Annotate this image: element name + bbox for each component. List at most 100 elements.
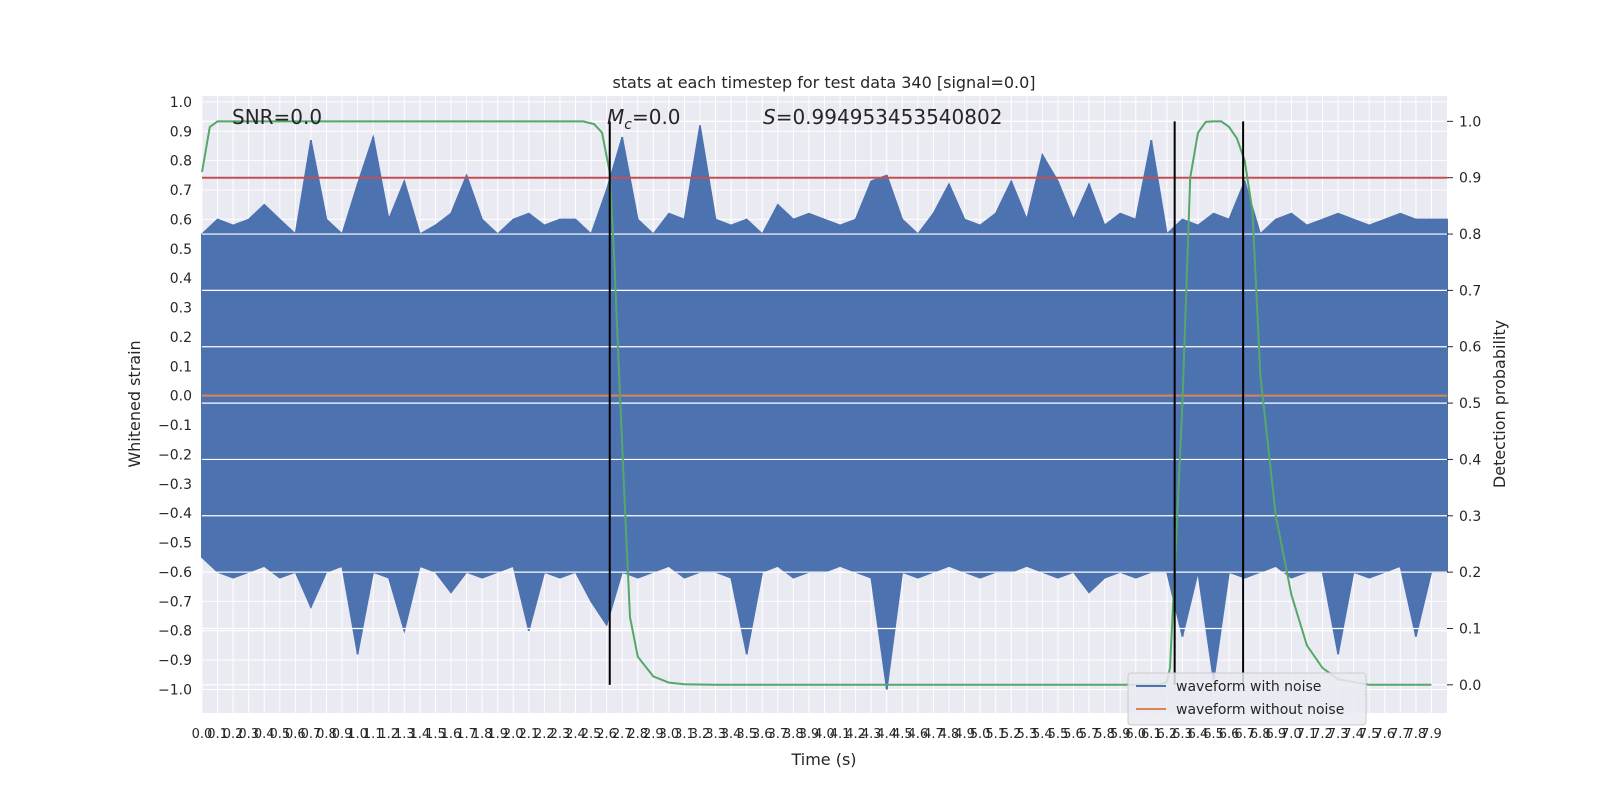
x-tick-56: 5.6 <box>1063 727 1084 742</box>
x-tick-21: 2.1 <box>518 727 539 742</box>
annotation-s: S=0.994953453540802 <box>763 105 1002 129</box>
y-ticks-right: 1.0 0.9 0.8 0.7 0.6 0.5 0.4 0.3 0.2 0.1 0.0 <box>1447 114 1481 694</box>
x-tick-25: 2.5 <box>581 727 602 742</box>
x-tick-67: 6.7 <box>1234 727 1255 742</box>
x-tick-14: 1.4 <box>410 727 431 742</box>
x-tick-11: 1.1 <box>363 727 384 742</box>
x-tick-59: 5.9 <box>1110 727 1131 742</box>
y-tick-left-5: 0.5 <box>170 242 192 258</box>
legend-box <box>1127 672 1367 726</box>
y-tick-left-15: −0.5 <box>158 536 192 552</box>
annotation-mc-symbol: M <box>607 105 624 129</box>
x-tick-8: 0.8 <box>316 727 337 742</box>
legend-label-clean: waveform without noise <box>1176 702 1344 718</box>
x-tick-26: 2.6 <box>596 727 617 742</box>
x-tick-32: 3.2 <box>690 727 711 742</box>
annotation-snr: SNR=0.0 <box>232 105 322 129</box>
y-tick-left-17: −0.7 <box>158 594 192 610</box>
y-tick-right-0: 1.0 <box>1459 114 1481 130</box>
x-tick-76: 7.6 <box>1374 727 1395 742</box>
legend-label-noise: waveform with noise <box>1176 679 1321 695</box>
x-tick-28: 2.8 <box>627 727 648 742</box>
y-tick-left-2: 0.8 <box>170 154 192 170</box>
y-tick-left-8: 0.2 <box>170 330 192 346</box>
y-tick-left-3: 0.7 <box>170 183 192 199</box>
x-tick-10: 1.0 <box>347 727 368 742</box>
x-tick-62: 6.2 <box>1157 727 1178 742</box>
x-tick-7: 0.7 <box>301 727 322 742</box>
x-tick-30: 3.0 <box>659 727 680 742</box>
x-tick-65: 6.5 <box>1203 727 1224 742</box>
right-axis-grid <box>202 120 1447 686</box>
x-tick-75: 7.5 <box>1359 727 1380 742</box>
y-tick-left-20: −1.0 <box>158 682 192 698</box>
x-tick-50: 5.0 <box>970 727 991 742</box>
x-tick-58: 5.8 <box>1094 727 1115 742</box>
x-axis-label: Time (s) <box>790 750 856 769</box>
y-tick-left-16: −0.6 <box>158 565 192 581</box>
x-tick-17: 1.7 <box>456 727 477 742</box>
x-tick-55: 5.5 <box>1048 727 1069 742</box>
x-tick-20: 2.0 <box>503 727 524 742</box>
x-tick-13: 1.3 <box>394 727 415 742</box>
x-tick-46: 4.6 <box>908 727 929 742</box>
y-tick-right-9: 0.1 <box>1459 621 1481 637</box>
vertical-markers <box>608 121 1245 685</box>
x-tick-57: 5.7 <box>1079 727 1100 742</box>
x-tick-22: 2.2 <box>534 727 555 742</box>
x-tick-15: 1.5 <box>425 727 446 742</box>
series-detection-probability <box>201 120 1432 686</box>
y-tick-left-11: −0.1 <box>158 418 192 434</box>
legend: waveform with noise waveform without noi… <box>1127 672 1367 726</box>
x-tick-27: 2.7 <box>612 727 633 742</box>
x-tick-61: 6.1 <box>1141 727 1162 742</box>
x-tick-41: 4.1 <box>830 727 851 742</box>
x-tick-68: 6.8 <box>1250 727 1271 742</box>
y-axis-label-left: Whitened strain <box>125 340 144 467</box>
y-tick-left-19: −0.9 <box>158 653 192 669</box>
x-tick-42: 4.2 <box>845 727 866 742</box>
x-tick-37: 3.7 <box>767 727 788 742</box>
y-tick-left-14: −0.4 <box>158 506 192 522</box>
x-tick-78: 7.8 <box>1406 727 1427 742</box>
x-tick-35: 3.5 <box>736 727 757 742</box>
y-tick-right-7: 0.3 <box>1459 509 1481 525</box>
x-tick-60: 6.0 <box>1125 727 1146 742</box>
y-tick-left-13: −0.3 <box>158 477 192 493</box>
chart-title: stats at each timestep for test data 340… <box>612 73 1035 92</box>
x-tick-51: 5.1 <box>985 727 1006 742</box>
y-tick-right-8: 0.2 <box>1459 565 1481 581</box>
y-tick-right-5: 0.5 <box>1459 396 1481 412</box>
x-tick-63: 6.3 <box>1172 727 1193 742</box>
x-tick-31: 3.1 <box>674 727 695 742</box>
x-tick-5: 0.5 <box>269 727 290 742</box>
x-tick-36: 3.6 <box>752 727 773 742</box>
x-tick-12: 1.2 <box>378 727 399 742</box>
x-tick-38: 3.8 <box>783 727 804 742</box>
y-tick-right-3: 0.7 <box>1459 283 1481 299</box>
y-ticks-left: 1.0 0.9 0.8 0.7 0.6 0.5 0.4 0.3 0.2 0.1 0.0 −0.1 −0.… <box>158 95 192 699</box>
x-tick-9: 0.9 <box>332 727 353 742</box>
annotation-mc-subscript: c <box>624 117 632 133</box>
x-tick-16: 1.6 <box>441 727 462 742</box>
annotation-s-symbol: S <box>763 105 776 129</box>
y-tick-left-4: 0.6 <box>170 212 192 228</box>
x-ticks: 0.00.10.20.30.40.50.60.70.80.91.01.11.21… <box>192 727 1442 742</box>
x-tick-74: 7.4 <box>1343 727 1364 742</box>
y-tick-left-10: 0.0 <box>170 389 192 405</box>
x-tick-69: 6.9 <box>1265 727 1286 742</box>
x-tick-79: 7.9 <box>1421 727 1442 742</box>
x-tick-44: 4.4 <box>876 727 897 742</box>
x-tick-1: 0.1 <box>207 727 228 742</box>
x-tick-4: 0.4 <box>254 727 275 742</box>
x-tick-45: 4.5 <box>892 727 913 742</box>
x-tick-6: 0.6 <box>285 727 306 742</box>
x-tick-73: 7.3 <box>1328 727 1349 742</box>
x-tick-29: 2.9 <box>643 727 664 742</box>
x-tick-77: 7.7 <box>1390 727 1411 742</box>
x-tick-18: 1.8 <box>472 727 493 742</box>
x-tick-71: 7.1 <box>1297 727 1318 742</box>
y-tick-right-10: 0.0 <box>1459 678 1481 694</box>
y-tick-left-0: 1.0 <box>170 95 192 111</box>
